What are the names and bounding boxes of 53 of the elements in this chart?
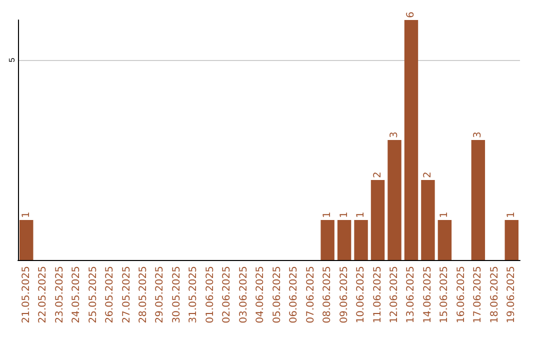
data-label: 3	[472, 132, 484, 138]
data-label: 1	[506, 212, 518, 218]
x-tick-label: 08.06.2025	[322, 266, 334, 324]
data-label: 1	[338, 212, 350, 218]
x-tick-label: 02.06.2025	[222, 266, 233, 324]
bar	[354, 220, 368, 260]
data-label: 1	[322, 212, 334, 218]
y-tick-label: 5	[8, 57, 16, 62]
x-tick-label: 13.06.2025	[406, 266, 417, 324]
x-tick-label: 22.05.2025	[38, 266, 49, 324]
x-tick-label: 09.06.2025	[338, 266, 350, 324]
x-tick-label: 30.05.2025	[171, 266, 182, 324]
x-tick-label: 16.06.2025	[456, 266, 467, 324]
x-tick-label: 31.05.2025	[188, 266, 200, 324]
bar	[404, 20, 418, 260]
data-label: 6	[406, 12, 417, 18]
x-tick-label: 29.05.2025	[154, 266, 166, 324]
x-tick-label: 26.05.2025	[104, 266, 116, 324]
x-tick-label: 24.05.2025	[71, 266, 82, 324]
data-label: 1	[439, 212, 450, 218]
x-tick-label: 17.06.2025	[472, 266, 484, 324]
bar	[421, 180, 435, 260]
bar	[370, 180, 385, 260]
bar	[388, 140, 402, 260]
x-tick-label: 18.06.2025	[489, 266, 500, 324]
x-tick-label: 10.06.2025	[356, 266, 367, 324]
x-tick-label: 21.05.2025	[20, 266, 32, 324]
x-tick-label: 06.06.2025	[288, 266, 300, 324]
bar	[20, 220, 34, 260]
bar	[504, 220, 518, 260]
data-label: 2	[372, 172, 384, 178]
x-tick-label: 05.06.2025	[272, 266, 283, 324]
bar	[320, 220, 334, 260]
x-tick-label: 07.06.2025	[305, 266, 316, 324]
data-label: 3	[389, 132, 400, 138]
data-label: 2	[422, 172, 434, 178]
x-tick-label: 12.06.2025	[389, 266, 400, 324]
x-tick-label: 15.06.2025	[439, 266, 450, 324]
bar	[471, 140, 486, 260]
x-tick-label: 01.06.2025	[204, 266, 216, 324]
bar	[337, 220, 352, 260]
x-tick-label: 25.05.2025	[88, 266, 99, 324]
x-tick-label: 19.06.2025	[506, 266, 518, 324]
x-tick-label: 04.06.2025	[255, 266, 266, 324]
x-tick-label: 11.06.2025	[372, 266, 384, 324]
x-tick-label: 03.06.2025	[238, 266, 250, 324]
x-tick-label: 27.05.2025	[121, 266, 132, 324]
bar	[438, 220, 452, 260]
data-label: 1	[20, 212, 32, 218]
data-label: 1	[356, 212, 367, 218]
x-tick-label: 14.06.2025	[422, 266, 434, 324]
x-tick-label: 28.05.2025	[138, 266, 149, 324]
x-tick-label: 23.05.2025	[54, 266, 66, 324]
